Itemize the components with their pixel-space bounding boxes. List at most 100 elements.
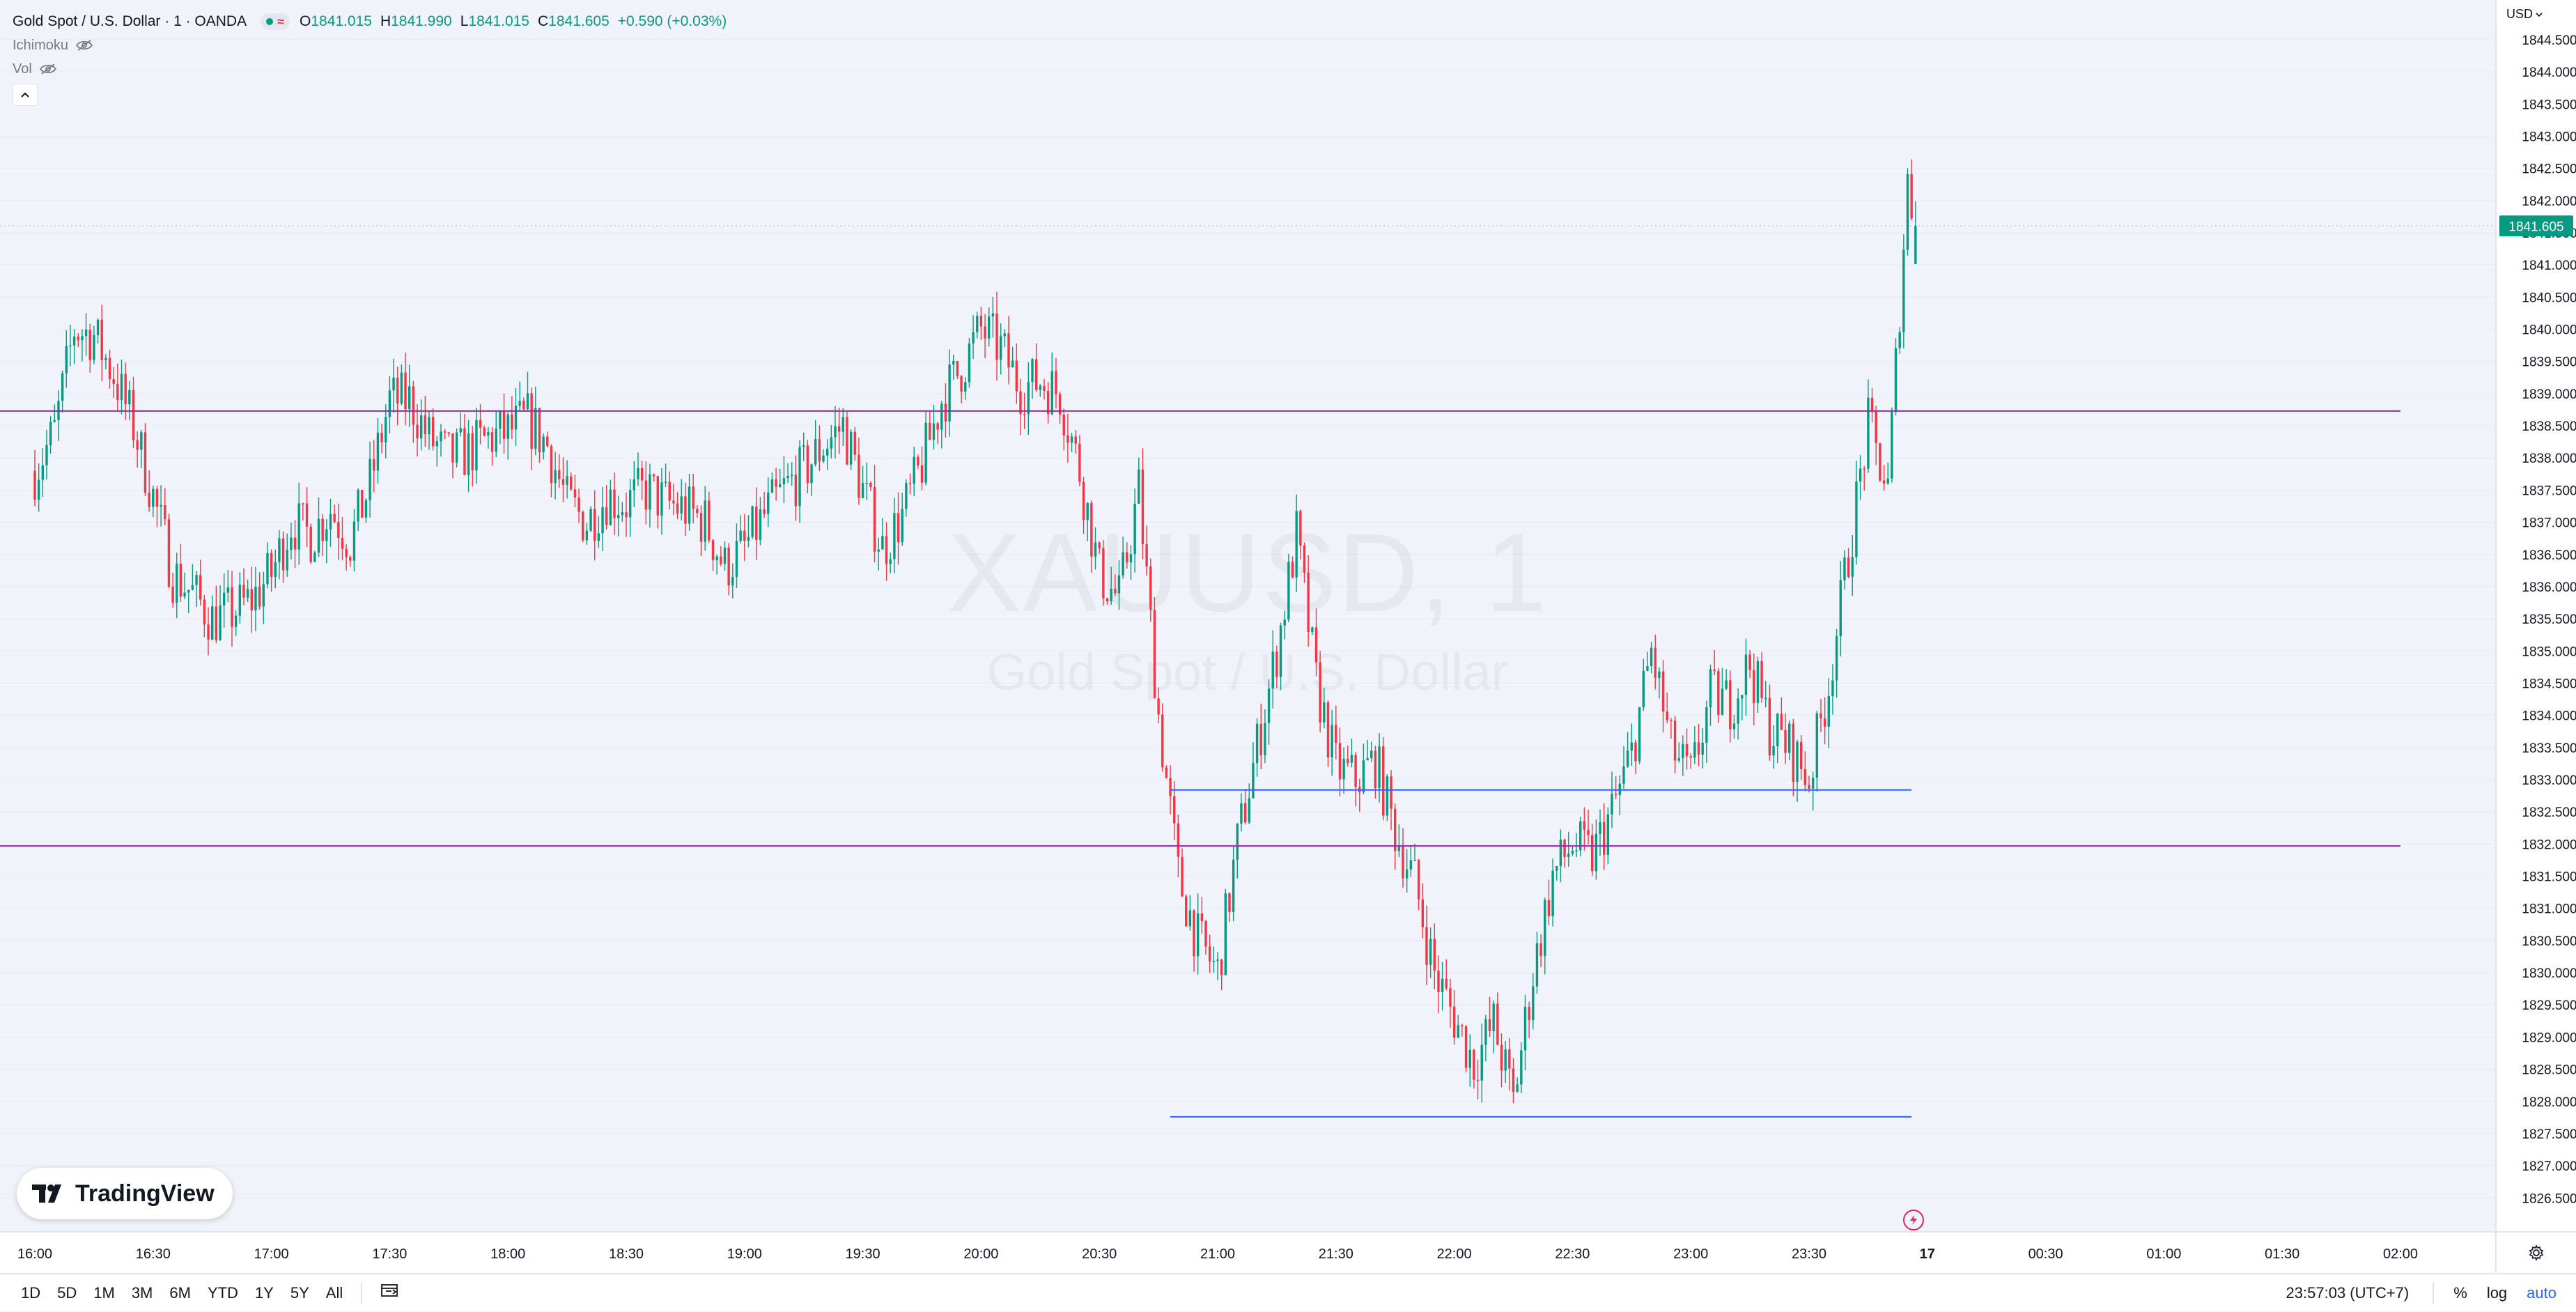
clock-timezone[interactable]: 23:57:03 (UTC+7): [2286, 1283, 2410, 1302]
candle-body: [1796, 741, 1799, 782]
symbol-title[interactable]: Gold Spot / U.S. Dollar · 1 · OANDA: [13, 13, 247, 29]
range-button-1y[interactable]: 1Y: [254, 1284, 274, 1302]
candle-body: [897, 513, 900, 543]
indicator-label-ichimoku: Ichimoku: [13, 37, 69, 53]
gear-icon: [2529, 1244, 2544, 1261]
candle-body: [1149, 566, 1152, 610]
open-label: O: [300, 13, 311, 29]
candle-body: [246, 589, 249, 598]
candle-body: [1200, 913, 1204, 922]
range-button-5d[interactable]: 5D: [57, 1284, 77, 1302]
price-tick-label: 1828.000: [2522, 1095, 2576, 1110]
indicator-row-vol[interactable]: Vol: [13, 57, 735, 81]
chevron-down-icon: [2536, 12, 2543, 17]
range-button-3m[interactable]: 3M: [131, 1284, 153, 1302]
candle-body: [341, 538, 344, 549]
candle-body: [376, 433, 380, 471]
range-button-1d[interactable]: 1D: [21, 1284, 41, 1302]
candle-body: [1255, 723, 1259, 764]
candle-body: [502, 411, 506, 439]
price-tick-label: 1827.500: [2522, 1127, 2576, 1142]
candle-body: [1402, 847, 1404, 879]
candle-body: [743, 530, 746, 541]
candle-body: [313, 553, 316, 562]
high-value: 1841.990: [391, 13, 452, 29]
toolbar-divider: [361, 1282, 363, 1304]
candle-body: [1776, 713, 1779, 746]
price-tick-label: 1839.000: [2522, 387, 2576, 402]
candle-body: [1886, 478, 1889, 484]
candle-body: [1815, 713, 1819, 778]
candle-body: [1480, 1044, 1483, 1081]
collapse-legend-button[interactable]: [13, 84, 38, 106]
candle-body: [490, 432, 494, 452]
candle-body: [530, 393, 533, 449]
candle-body: [1622, 766, 1625, 784]
time-tick-label: 01:00: [2146, 1247, 2181, 1262]
candle-body: [88, 330, 91, 360]
candle-body: [1117, 575, 1121, 594]
price-tick-label: 1830.000: [2522, 966, 2576, 981]
candle-body: [1291, 562, 1294, 578]
candle-body: [1287, 562, 1290, 620]
candle-body: [1599, 822, 1601, 834]
candle-body: [1630, 742, 1633, 751]
candle-body: [1031, 359, 1034, 382]
price-tick-label: 1840.500: [2522, 291, 2576, 305]
candle-body: [1425, 927, 1428, 965]
candle-body: [1452, 1006, 1456, 1038]
eye-hidden-icon[interactable]: [75, 39, 93, 52]
candle-body: [570, 476, 573, 490]
go-to-realtime-button[interactable]: [1903, 1210, 1924, 1230]
price-tick-label: 1843.000: [2522, 130, 2576, 144]
chart-settings-button[interactable]: [2495, 1231, 2576, 1273]
range-button-ytd[interactable]: YTD: [207, 1284, 238, 1302]
candle-body: [278, 538, 281, 562]
tradingview-logo[interactable]: TradingView: [17, 1168, 233, 1219]
candle-body: [802, 445, 805, 447]
eye-hidden-icon[interactable]: [39, 63, 57, 75]
currency-menu[interactable]: USD: [2506, 7, 2543, 22]
time-tick-label: 21:30: [1319, 1247, 1353, 1262]
candle-body: [479, 419, 482, 428]
percent-scale-toggle[interactable]: %: [2453, 1283, 2467, 1302]
candle-body: [1311, 627, 1314, 632]
watermark-symbol: XAUUSD, 1: [947, 510, 1549, 635]
last-price-label: 1841.605: [2508, 219, 2563, 234]
price-plot[interactable]: [0, 0, 2495, 1231]
candle-body: [1347, 759, 1349, 763]
auto-scale-toggle[interactable]: auto: [2527, 1283, 2556, 1302]
range-button-6m[interactable]: 6M: [169, 1284, 191, 1302]
candle-body: [841, 417, 844, 432]
log-scale-toggle[interactable]: log: [2486, 1283, 2508, 1302]
candle-body: [1831, 680, 1834, 697]
candle-body: [830, 437, 833, 449]
candle-body: [412, 386, 415, 425]
indicator-row-ichimoku[interactable]: Ichimoku: [13, 33, 735, 57]
price-axis[interactable]: USD 1844.500 1844.000 1843.500 1843.000 1842…: [2495, 0, 2576, 1231]
candle-body: [1611, 794, 1613, 815]
timeframe-buttons: 1D 5D 1M 3M 6M YTD 1Y 5Y All: [13, 1274, 351, 1312]
price-tick-label: 1829.000: [2522, 1031, 2576, 1045]
range-button-5y[interactable]: 5Y: [290, 1284, 309, 1302]
candle-body: [976, 316, 979, 332]
candle-body: [542, 436, 545, 453]
candle-body: [72, 337, 76, 346]
date-range-button[interactable]: [372, 1274, 408, 1312]
time-axis[interactable]: 16:00 16:30 17:00 17:30 18:00 18:30 19:00 19:30…: [0, 1231, 2495, 1273]
candle-body: [1729, 680, 1732, 730]
range-button-1m[interactable]: 1M: [93, 1284, 115, 1302]
candle-body: [1224, 893, 1227, 975]
candle-body: [1732, 723, 1736, 730]
market-status-pill[interactable]: ≈: [261, 13, 290, 30]
candle-body: [881, 536, 884, 550]
candle-body: [1839, 580, 1842, 637]
chart-pane[interactable]: XAUUSD, 1 Gold Spot / U.S. Dollar Gold S…: [0, 0, 2495, 1231]
candle-body: [424, 415, 427, 435]
candle-body: [554, 470, 557, 484]
toolbar-divider: [2433, 1282, 2435, 1304]
candle-body: [917, 456, 920, 465]
range-button-all[interactable]: All: [325, 1284, 343, 1302]
watermark-description: Gold Spot / U.S. Dollar: [986, 643, 1509, 701]
calendar-range-icon: [381, 1284, 398, 1297]
